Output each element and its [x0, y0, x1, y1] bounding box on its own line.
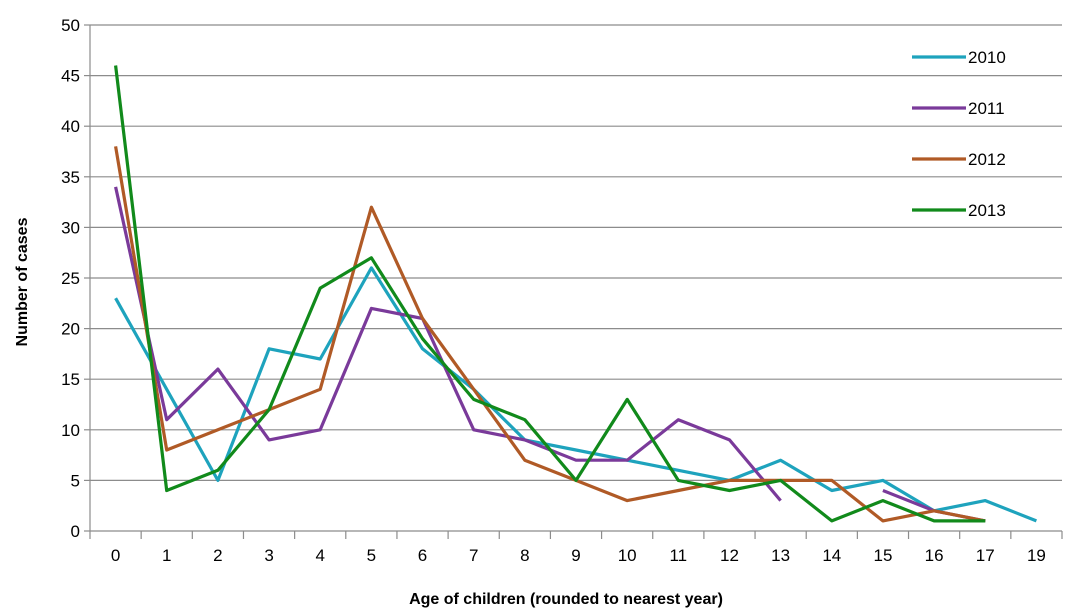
x-axis-ticks: 0 1 2 3 4 5 6 7 8 9 10 11 12 13 14 15 16 17 19: [89, 531, 1063, 565]
y-tick-label-0: 0: [71, 522, 80, 541]
x-tick-label-7: 7: [469, 546, 478, 565]
x-tick-label-16: 16: [925, 546, 944, 565]
x-tick-label-6: 6: [418, 546, 427, 565]
x-tick-label-11: 11: [669, 546, 687, 565]
legend-label-2011: 2011: [968, 99, 1005, 118]
x-tick-label-9: 9: [571, 546, 580, 565]
series-line-2012: [114, 146, 986, 523]
y-tick-label-45: 45: [61, 67, 80, 86]
y-tick-label-50: 50: [61, 16, 80, 35]
x-tick-label-8: 8: [520, 546, 529, 565]
x-tick-label-17: 17: [976, 546, 995, 565]
gridlines: [90, 24, 1062, 481]
y-tick-label-10: 10: [61, 421, 80, 440]
legend-label-2010: 2010: [968, 48, 1006, 67]
y-tick-label-5: 5: [71, 471, 80, 490]
x-tick-label-5: 5: [367, 546, 376, 565]
y-tick-label-40: 40: [61, 117, 80, 136]
x-tick-label-12: 12: [720, 546, 739, 565]
legend: 2010 2011 2012 2013: [912, 48, 1006, 220]
y-tick-label-25: 25: [61, 269, 80, 288]
y-axis-ticks: 0 5 10 15 20 25 30 35 40 45 50: [61, 16, 90, 541]
series-line-2013: [114, 65, 986, 523]
x-tick-label-19: 19: [1027, 546, 1046, 565]
y-tick-label-15: 15: [61, 370, 80, 389]
series-line-2011: [114, 186, 782, 502]
x-tick-label-10: 10: [618, 546, 637, 565]
series-lines: [114, 65, 1037, 523]
x-tick-label-0: 0: [111, 546, 120, 565]
x-tick-label-14: 14: [822, 546, 841, 565]
legend-label-2012: 2012: [968, 150, 1006, 169]
y-axis-title: Number of cases: [14, 217, 31, 346]
x-axis-title: Age of children (rounded to nearest year…: [409, 591, 723, 608]
x-tick-label-15: 15: [873, 546, 892, 565]
x-tick-label-3: 3: [264, 546, 273, 565]
y-tick-label-35: 35: [61, 168, 80, 187]
x-tick-label-2: 2: [213, 546, 222, 565]
x-tick-label-1: 1: [162, 546, 171, 565]
series-line-2010: [114, 266, 1037, 523]
legend-label-2013: 2013: [968, 201, 1006, 220]
x-tick-label-4: 4: [315, 546, 324, 565]
y-tick-label-20: 20: [61, 320, 80, 339]
x-tick-label-13: 13: [771, 546, 790, 565]
y-tick-label-30: 30: [61, 218, 80, 237]
